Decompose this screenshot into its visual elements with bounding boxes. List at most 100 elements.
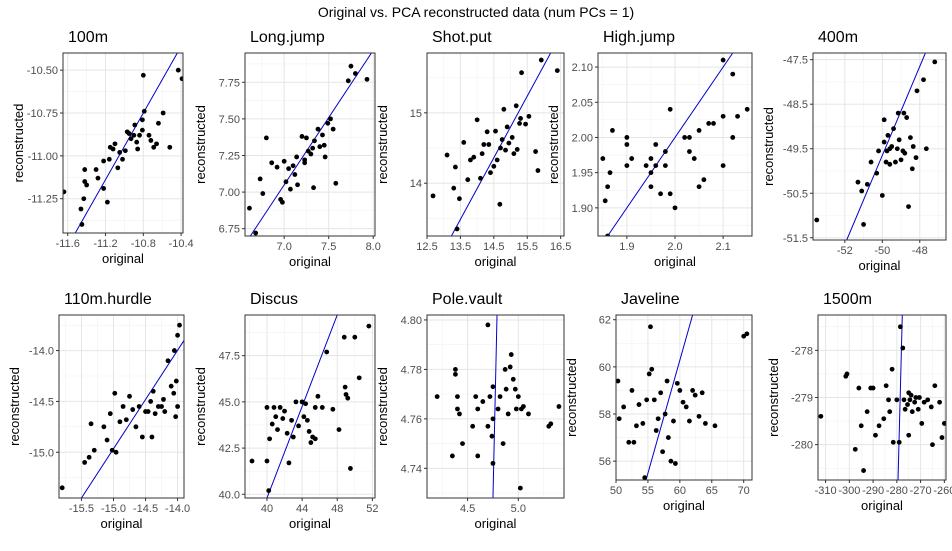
- data-point: [744, 106, 750, 112]
- data-point: [901, 397, 907, 403]
- data-point: [696, 128, 702, 133]
- data-point: [870, 385, 876, 391]
- panel-border: [244, 314, 376, 499]
- data-point: [648, 156, 654, 161]
- data-point: [928, 404, 934, 410]
- data-point: [886, 397, 891, 403]
- data-point: [281, 158, 287, 164]
- data-point: [818, 413, 824, 419]
- data-point: [330, 406, 336, 412]
- data-point: [91, 447, 97, 453]
- data-point: [345, 395, 351, 401]
- data-point: [171, 390, 177, 396]
- points-group: [430, 57, 560, 232]
- data-point: [653, 163, 659, 169]
- data-point: [902, 406, 908, 412]
- panel-title: Shot.put: [432, 29, 492, 46]
- data-point: [515, 394, 521, 400]
- data-point: [475, 406, 481, 412]
- panel-4: 1.9 2.0 2.1 1.90 1.95 2.00 2.05 2.10 High.jump or…: [546, 29, 753, 269]
- y-tick-label: 42.5: [219, 443, 240, 455]
- data-point: [151, 144, 157, 150]
- data-point: [901, 110, 907, 116]
- y-tick-label: -14.0: [29, 346, 54, 358]
- y-tick-label: 6.75: [219, 224, 240, 236]
- data-point: [648, 184, 654, 190]
- data-point: [538, 57, 544, 63]
- data-point: [161, 396, 166, 402]
- panel-title: 400m: [818, 29, 858, 46]
- data-point: [491, 163, 497, 169]
- data-point: [444, 152, 450, 158]
- panel-border: [244, 52, 376, 237]
- data-point: [136, 404, 142, 409]
- grid-lines: [245, 53, 375, 236]
- fit-line: [492, 315, 498, 498]
- data-point: [267, 436, 272, 442]
- data-point: [517, 120, 522, 126]
- x-tick-label: 50: [610, 485, 622, 497]
- fit-line: [450, 53, 552, 236]
- data-point: [648, 170, 654, 176]
- data-point: [702, 421, 708, 426]
- data-point: [706, 120, 712, 126]
- data-point: [79, 222, 85, 227]
- panel-border: [426, 52, 565, 237]
- x-tick-label: 52: [366, 503, 378, 515]
- data-point: [887, 409, 893, 415]
- data-point: [624, 135, 630, 140]
- y-tick-label: 60: [599, 362, 611, 374]
- data-point: [475, 453, 481, 459]
- data-point: [284, 430, 290, 436]
- data-point: [133, 424, 139, 430]
- data-point: [735, 113, 740, 119]
- data-point: [479, 151, 485, 157]
- data-point: [910, 144, 916, 149]
- data-point: [478, 175, 483, 181]
- data-point: [554, 68, 560, 73]
- data-point: [274, 164, 280, 170]
- data-point: [296, 423, 301, 429]
- data-point: [503, 386, 509, 392]
- data-point: [454, 226, 460, 232]
- data-point: [320, 132, 325, 138]
- data-point: [667, 191, 673, 197]
- data-point: [145, 409, 151, 414]
- data-point: [470, 423, 476, 429]
- data-point: [173, 378, 179, 384]
- data-point: [319, 405, 325, 410]
- y-tick-label: 2.10: [572, 62, 593, 74]
- data-point: [264, 458, 270, 464]
- data-point: [152, 411, 158, 417]
- data-point: [699, 390, 705, 396]
- y-tick-label: 62: [599, 315, 611, 327]
- panel-border: [615, 314, 753, 481]
- data-point: [123, 417, 129, 423]
- data-point: [497, 201, 503, 207]
- data-point: [106, 156, 112, 162]
- data-point: [120, 156, 125, 162]
- x-tick-label: 1.9: [619, 241, 634, 253]
- x-tick-label: 14.5: [483, 241, 504, 253]
- data-point: [907, 397, 913, 403]
- data-point: [852, 446, 858, 452]
- data-point: [720, 113, 726, 119]
- panel-9: 50 55 60 65 70 56 58 60 62 Javeline original recons…: [564, 291, 753, 513]
- x-tick-label: 44: [296, 503, 308, 515]
- data-point: [286, 460, 292, 466]
- data-point: [501, 106, 507, 112]
- data-point: [640, 421, 646, 426]
- data-point: [674, 380, 680, 386]
- data-point: [149, 434, 155, 440]
- x-tick-label: 16.5: [550, 241, 571, 253]
- data-point: [904, 115, 910, 120]
- points-group: [63, 67, 183, 227]
- panel-title: Discus: [250, 291, 298, 308]
- data-point: [662, 163, 668, 169]
- data-point: [624, 163, 630, 169]
- panel-border: [812, 52, 947, 241]
- data-point: [602, 198, 608, 204]
- data-point: [921, 77, 926, 83]
- data-point: [895, 110, 901, 116]
